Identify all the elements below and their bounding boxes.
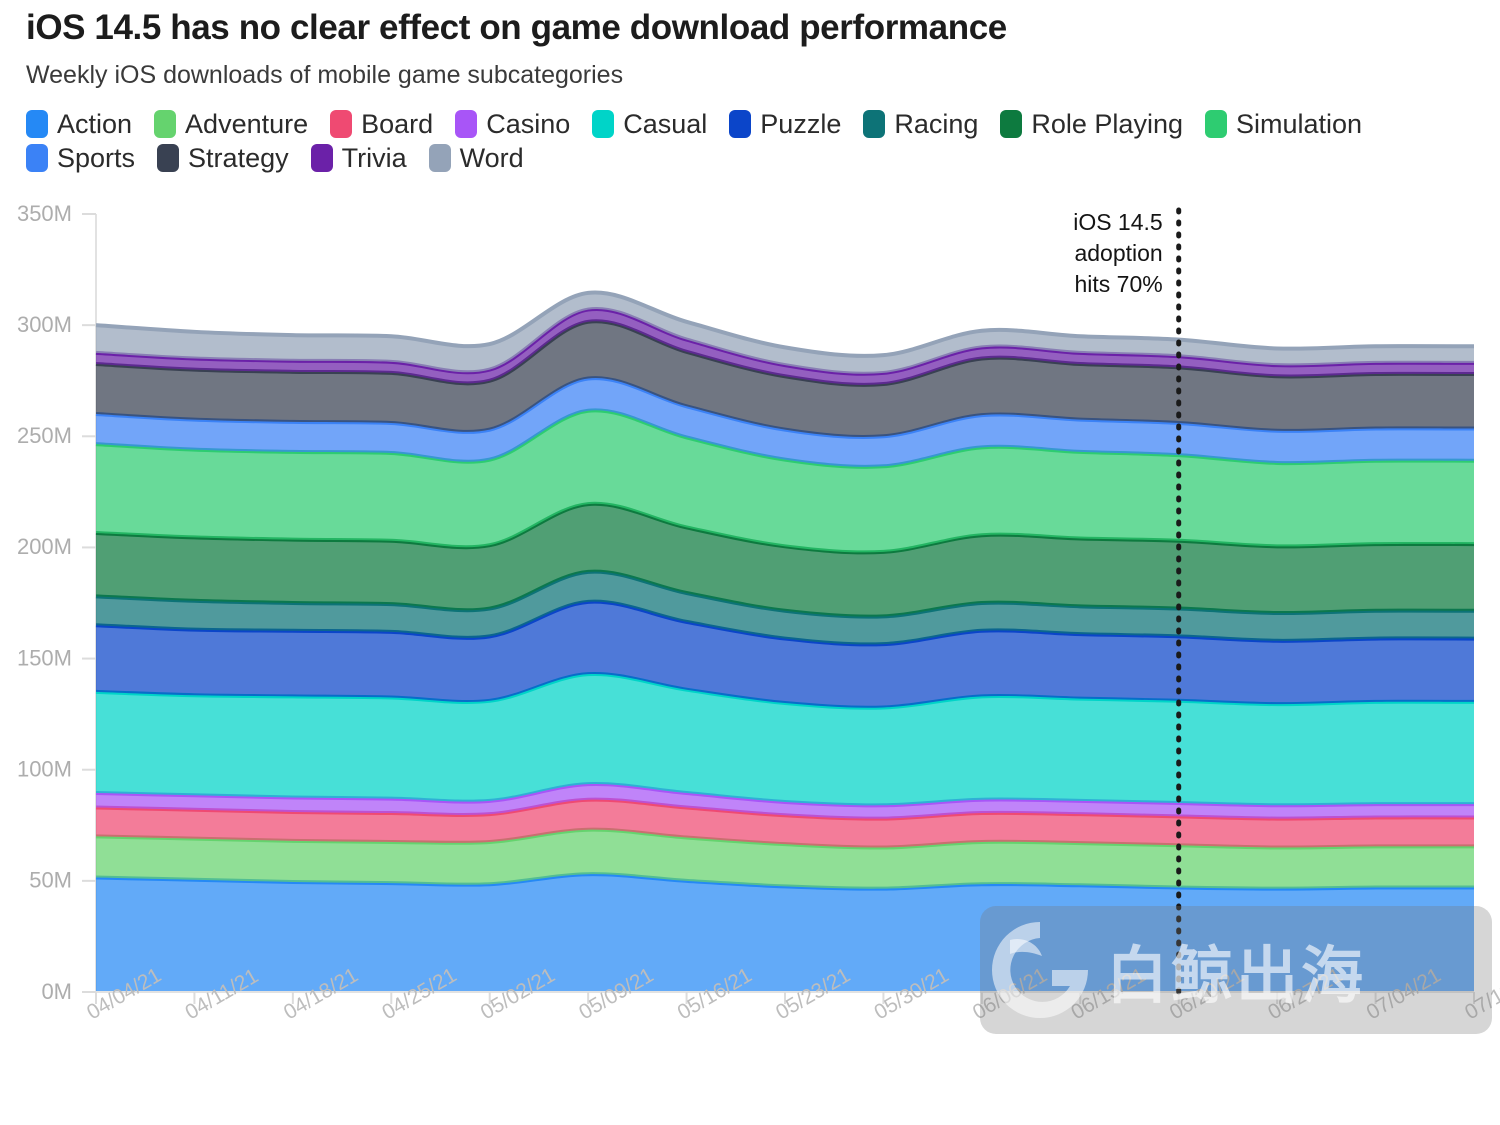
area-bands	[95, 290, 1475, 992]
area-band-role-playing[interactable]	[96, 503, 1474, 617]
y-tick-label: 200M	[17, 534, 72, 559]
area-band-board[interactable]	[96, 799, 1474, 848]
legend-item-label: Adventure	[185, 108, 309, 139]
legend-item-role-playing[interactable]: Role Playing	[1000, 110, 1183, 138]
ios-adoption-annotation: iOS 14.5 adoption hits 70%	[1073, 207, 1182, 995]
annotation-text-line: iOS 14.5	[1073, 209, 1163, 235]
legend-item-sports[interactable]: Sports	[26, 144, 135, 172]
legend-item-label: Casino	[486, 108, 571, 139]
page-title: iOS 14.5 has no clear effect on game dow…	[26, 8, 1007, 47]
legend-item-label: Puzzle	[760, 108, 842, 139]
legend-item-adventure[interactable]: Adventure	[154, 110, 308, 138]
legend-item-label: Strategy	[188, 142, 289, 173]
legend-swatch-icon	[26, 144, 48, 172]
area-band-casual[interactable]	[96, 673, 1474, 806]
legend-item-puzzle[interactable]: Puzzle	[729, 110, 841, 138]
legend-swatch-icon	[592, 110, 615, 138]
y-tick-label: 250M	[17, 423, 72, 448]
y-tick-label: 0M	[41, 979, 72, 1004]
legend-swatch-icon	[1000, 110, 1023, 138]
legend-item-label: Trivia	[341, 142, 407, 173]
area-line-strategy	[95, 319, 1475, 387]
legend-swatch-icon	[310, 144, 333, 172]
area-band-action[interactable]	[96, 874, 1474, 992]
legend-item-action[interactable]: Action	[26, 110, 132, 138]
legend-swatch-icon	[26, 110, 48, 138]
legend-item-strategy[interactable]: Strategy	[157, 144, 289, 172]
area-band-racing[interactable]	[96, 571, 1474, 645]
legend-item-board[interactable]: Board	[330, 110, 433, 138]
area-band-word[interactable]	[96, 292, 1474, 374]
legend-item-label: Sports	[57, 142, 136, 173]
y-tick-label: 100M	[17, 757, 72, 782]
chart-legend: Action Adventure Board Casino Casual Puzzle Ra…	[26, 110, 1486, 178]
annotation-text-line: adoption	[1074, 240, 1162, 266]
legend-swatch-icon	[154, 110, 177, 138]
area-band-sports[interactable]	[96, 378, 1474, 467]
area-band-puzzle[interactable]	[96, 601, 1474, 708]
y-tick-label: 50M	[29, 868, 72, 893]
area-band-simulation[interactable]	[96, 410, 1474, 553]
chart-header: iOS 14.5 has no clear effect on game dow…	[0, 0, 1500, 90]
legend-item-racing[interactable]: Racing	[863, 110, 978, 138]
legend-item-trivia[interactable]: Trivia	[310, 142, 407, 173]
legend-swatch-icon	[428, 144, 451, 172]
area-band-trivia[interactable]	[96, 308, 1474, 385]
legend-item-label: Word	[459, 142, 524, 173]
area-line-word	[95, 290, 1475, 358]
legend-item-word[interactable]: Word	[428, 142, 524, 173]
legend-swatch-icon	[157, 144, 180, 172]
chart-subtitle: Weekly iOS downloads of mobile game subc…	[26, 61, 624, 90]
legend-swatch-icon	[330, 110, 353, 138]
legend-swatch-icon	[1204, 110, 1227, 138]
legend-item-label: Board	[361, 108, 434, 139]
legend-swatch-icon	[455, 110, 478, 138]
legend-item-label: Action	[57, 108, 133, 139]
y-tick-label: 350M	[17, 201, 72, 226]
legend-item-simulation[interactable]: Simulation	[1204, 108, 1363, 139]
area-band-casino[interactable]	[96, 784, 1474, 819]
y-axis: 0M 50M 100M 150M 200M 250M 300M 350M	[17, 201, 97, 1004]
y-tick-label: 300M	[17, 312, 72, 337]
legend-item-label: Role Playing	[1031, 108, 1183, 139]
legend-swatch-icon	[729, 110, 752, 138]
y-tick-label: 150M	[17, 645, 72, 670]
legend-item-casino[interactable]: Casino	[455, 110, 570, 138]
legend-item-casual[interactable]: Casual	[592, 110, 707, 138]
legend-item-label: Simulation	[1235, 108, 1363, 139]
legend-item-label: Casual	[623, 108, 708, 139]
area-band-strategy[interactable]	[96, 321, 1474, 437]
legend-swatch-icon	[863, 110, 886, 138]
annotation-text-line: hits 70%	[1074, 271, 1162, 297]
legend-item-label: Racing	[894, 108, 979, 139]
plot-area: 0M 50M 100M 150M 200M 250M 300M 350M 04/04/21 04/…	[0, 192, 1500, 1092]
